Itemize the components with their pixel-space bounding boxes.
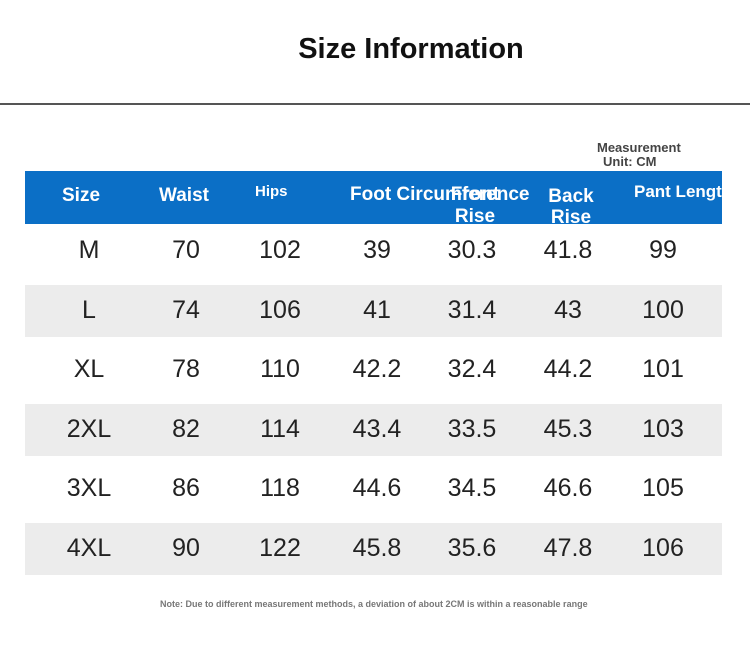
note: Note: Due to different measurement metho… xyxy=(160,599,588,609)
table-cell: 2XL xyxy=(66,414,112,443)
table-cell: 78 xyxy=(172,355,200,384)
table-cell: 32.4 xyxy=(447,355,497,384)
table-cell: 102 xyxy=(259,236,301,264)
table-cell: 45.8 xyxy=(352,534,402,562)
table-cell: 34.5 xyxy=(447,474,497,503)
table-cell: 82 xyxy=(172,414,200,443)
table-cell: 100 xyxy=(642,295,684,324)
table-cell: 103 xyxy=(642,414,684,443)
table-cell: 47.8 xyxy=(543,534,593,562)
column-header: Hips xyxy=(255,183,288,200)
column-header: Waist xyxy=(159,185,209,206)
row-band xyxy=(25,284,722,337)
column-header: Size xyxy=(62,185,101,206)
table-cell: 114 xyxy=(260,414,300,443)
column-header: Front Rise xyxy=(450,184,500,227)
column-header: Back Rise xyxy=(548,186,594,228)
table-cell: 35.6 xyxy=(447,534,497,562)
row-band xyxy=(25,523,722,575)
table-cell: 101 xyxy=(642,355,684,384)
unit-label: Measurement xyxy=(597,140,681,155)
table-cell: 39 xyxy=(363,236,391,264)
table-cell: 110 xyxy=(260,355,300,384)
table-cell: 99 xyxy=(649,236,677,264)
title: Size Information xyxy=(298,33,524,65)
table-cell: 90 xyxy=(172,534,200,562)
table-cell: 70 xyxy=(172,236,200,264)
table-cell: 42.2 xyxy=(352,355,402,384)
header-band xyxy=(25,171,722,224)
table-cell: 44.6 xyxy=(352,474,402,503)
table-cell: 105 xyxy=(642,474,684,503)
table-cell: 41 xyxy=(363,295,391,324)
divider xyxy=(0,103,750,105)
table-cell: 122 xyxy=(259,534,301,562)
column-header: Foot Circumference xyxy=(350,184,530,205)
table-cell: 31.4 xyxy=(447,295,497,324)
table-cell: 106 xyxy=(259,295,301,324)
table-cell: 45.3 xyxy=(543,414,593,443)
table-cell: L xyxy=(82,295,96,324)
table-cell: M xyxy=(78,236,100,264)
table-cell: 4XL xyxy=(66,534,112,562)
table-cell: 46.6 xyxy=(543,474,593,503)
table-cell: 86 xyxy=(172,474,200,503)
table-cell: 30.3 xyxy=(447,236,497,264)
table-cell: XL xyxy=(73,355,105,384)
table-cell: 41.8 xyxy=(543,236,593,264)
table-cell: 3XL xyxy=(66,474,112,503)
table-cell: 33.5 xyxy=(447,414,497,443)
unit-label: Unit: CM xyxy=(603,154,657,169)
table-cell: 106 xyxy=(642,534,684,562)
table-cell: 74 xyxy=(172,295,200,324)
table-cell: 44.2 xyxy=(543,355,593,384)
row-band xyxy=(25,403,722,456)
column-header: Pant Length xyxy=(634,182,733,201)
table-cell: 43.4 xyxy=(352,414,402,443)
table-cell: 118 xyxy=(260,474,300,503)
table-cell: 43 xyxy=(554,295,582,324)
